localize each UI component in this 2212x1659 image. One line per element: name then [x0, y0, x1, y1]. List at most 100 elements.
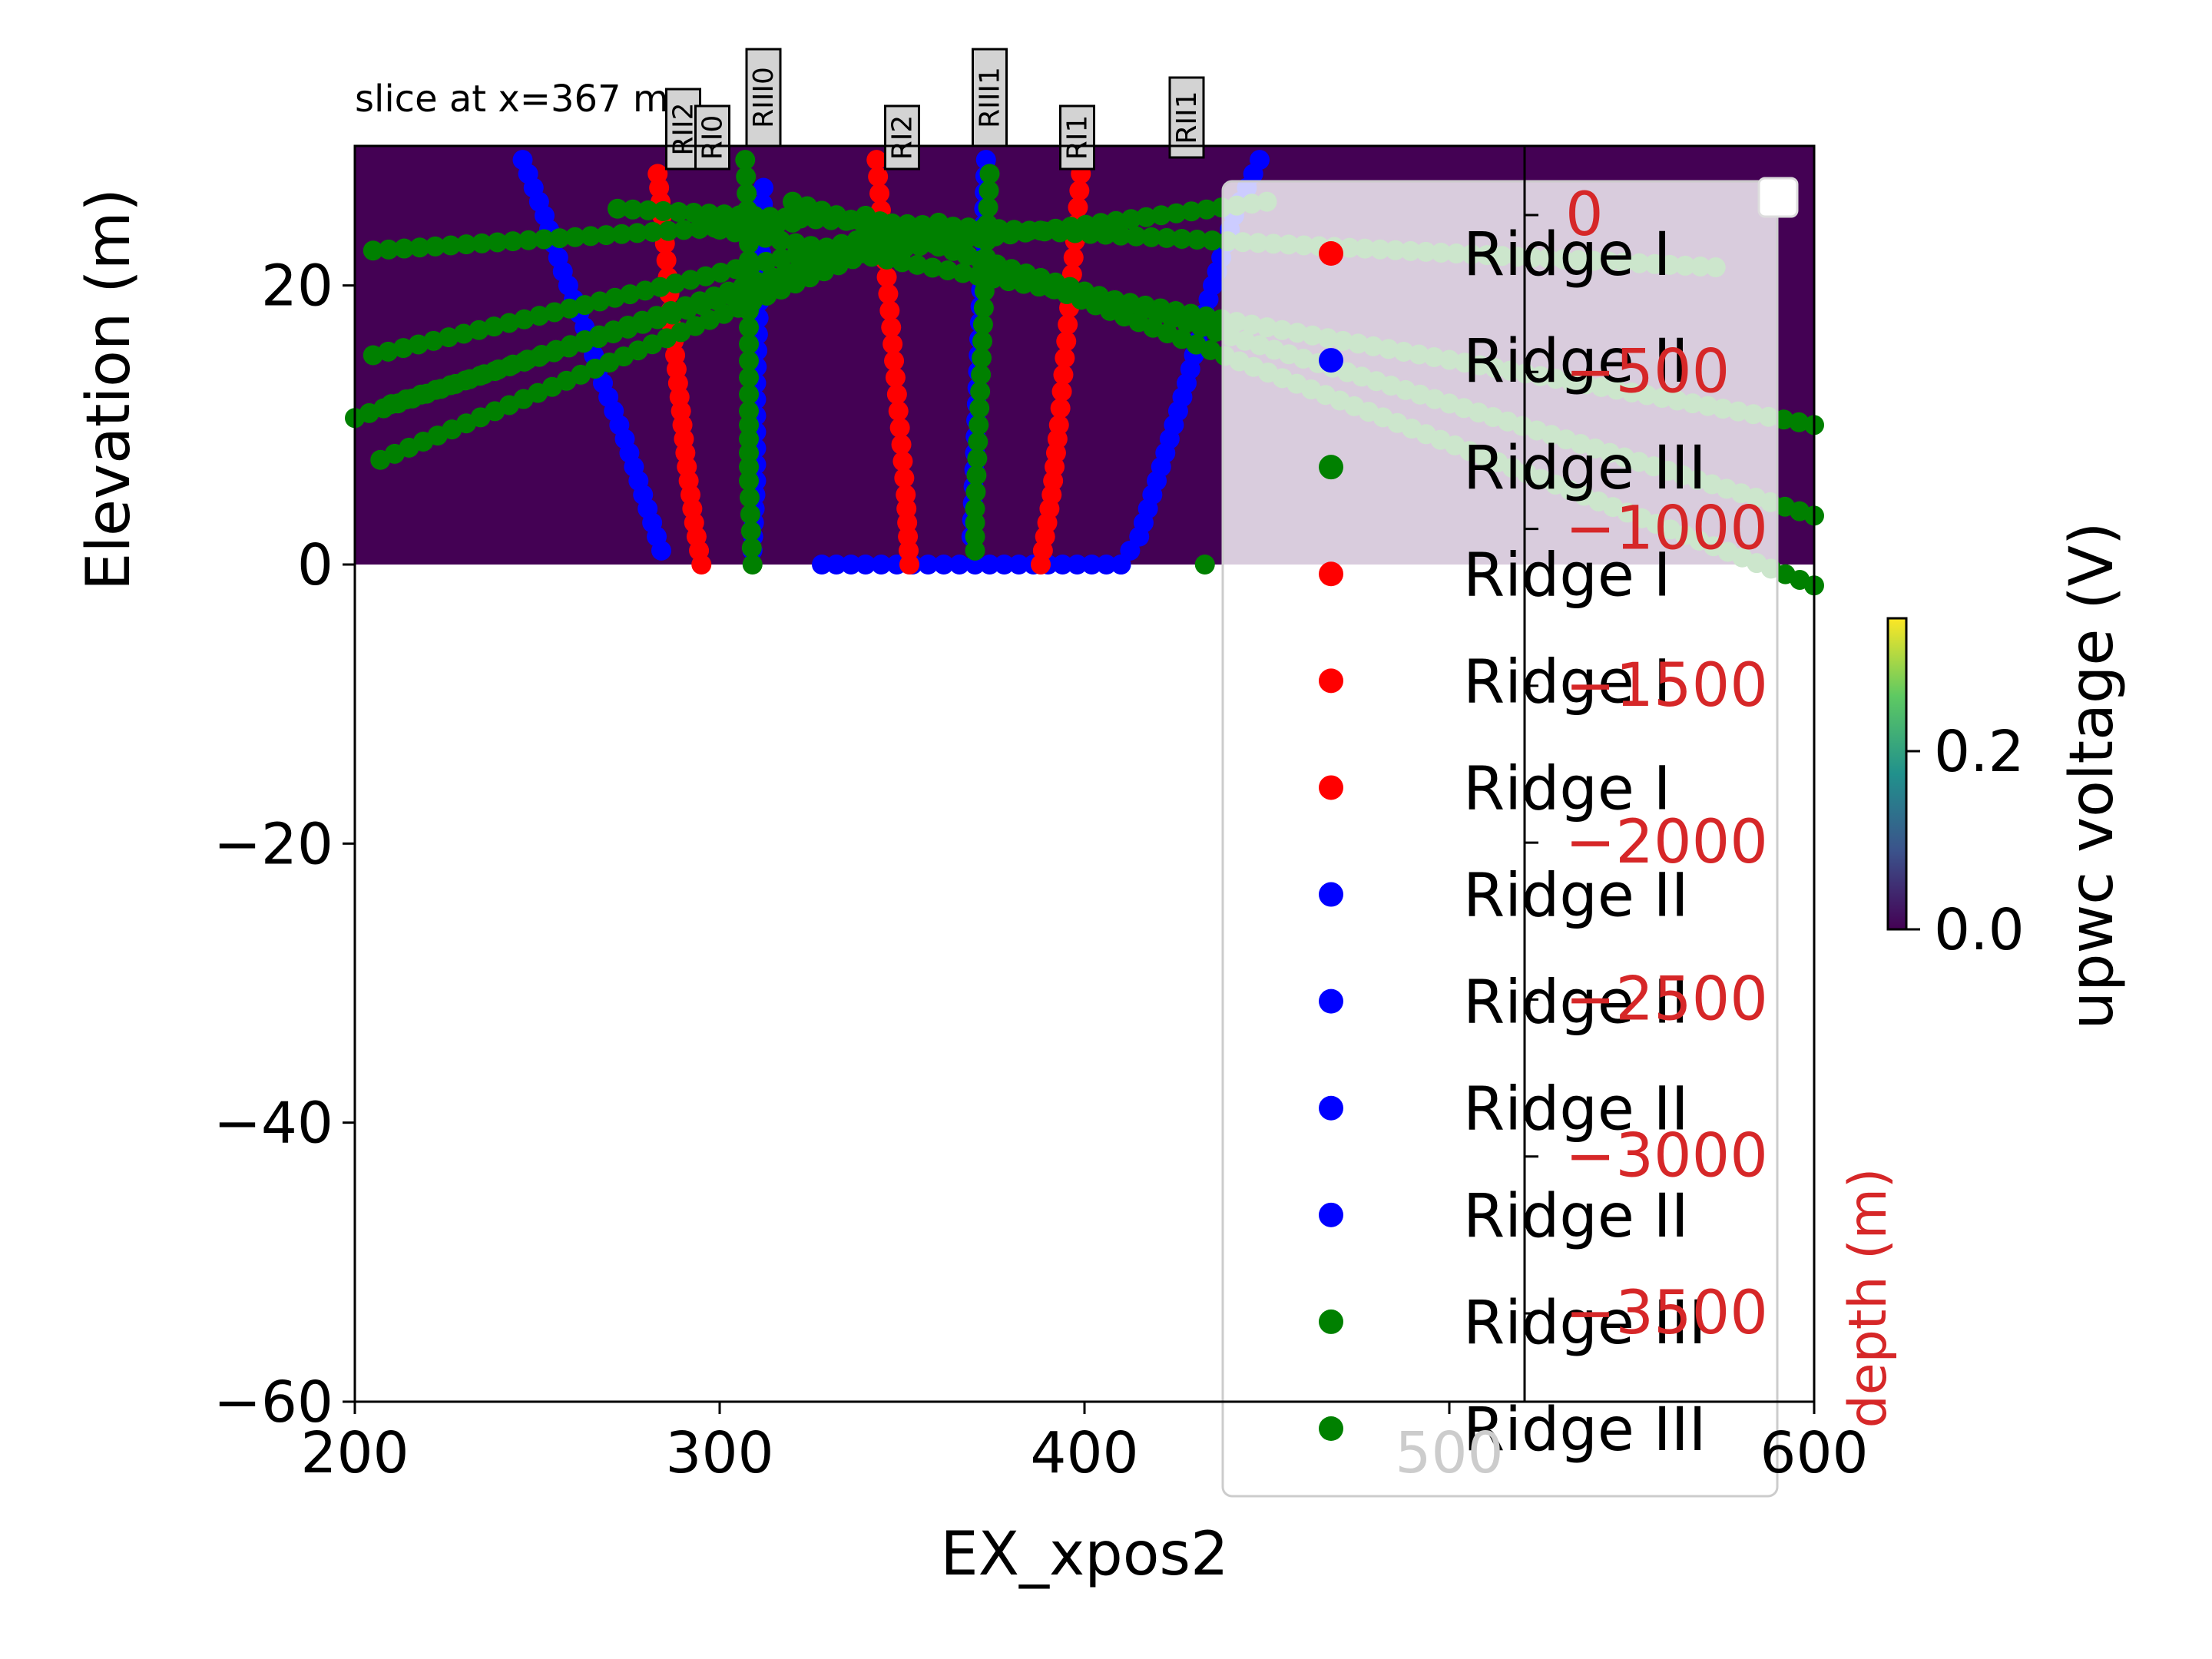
- well-label-text: RI1: [1062, 115, 1094, 161]
- legend-marker: [1319, 882, 1343, 907]
- depth-tick-label: −2500: [1565, 965, 1768, 1034]
- data-point: [1121, 209, 1141, 230]
- data-point: [1773, 409, 1794, 430]
- depth-tick-label: −2000: [1565, 808, 1768, 877]
- data-point: [739, 442, 759, 463]
- data-point: [1060, 217, 1081, 237]
- data-point: [1081, 555, 1102, 575]
- colorbar-tick-label: 0.0: [1934, 897, 2025, 963]
- well-label-text: RII1: [1171, 91, 1203, 144]
- data-point: [739, 456, 759, 477]
- well-label-text: RI0: [697, 115, 729, 161]
- well-label: RI1: [1059, 104, 1095, 171]
- data-point: [884, 350, 905, 371]
- data-point: [979, 555, 1000, 575]
- data-point: [918, 555, 939, 575]
- data-point: [565, 227, 585, 247]
- y-tick-label: 20: [261, 253, 333, 320]
- legend-label: Ridge III: [1463, 434, 1707, 503]
- data-point: [1181, 201, 1202, 222]
- series-0: [512, 150, 671, 561]
- data-point: [1068, 197, 1088, 217]
- data-point: [739, 487, 760, 508]
- data-point: [1166, 203, 1187, 224]
- data-point: [642, 222, 663, 243]
- x-axis-label: EX_xpos2: [940, 1520, 1228, 1589]
- data-point: [892, 451, 913, 472]
- data-point: [1171, 228, 1192, 249]
- data-point: [544, 302, 565, 323]
- data-point: [739, 367, 759, 388]
- data-point: [656, 250, 677, 270]
- data-point: [378, 239, 399, 260]
- data-point: [498, 313, 519, 333]
- data-point: [1069, 180, 1090, 201]
- data-point: [973, 297, 994, 318]
- y-axis: 20 0 −20 −40 −60: [214, 253, 355, 1435]
- data-point: [408, 334, 429, 355]
- data-point: [695, 266, 716, 286]
- data-point: [968, 432, 988, 452]
- data-point: [753, 177, 773, 198]
- data-point: [1030, 220, 1051, 241]
- data-point: [972, 348, 992, 369]
- data-point: [739, 317, 759, 338]
- data-point: [741, 538, 762, 558]
- data-point: [886, 384, 907, 405]
- data-point: [423, 330, 444, 351]
- data-point: [770, 230, 791, 251]
- data-point: [739, 415, 759, 435]
- series-10: [1194, 555, 1215, 575]
- data-point: [756, 252, 777, 273]
- data-point: [740, 504, 760, 525]
- data-point: [1050, 398, 1071, 419]
- data-point: [1056, 331, 1077, 352]
- data-point: [965, 526, 985, 547]
- data-point: [819, 247, 839, 268]
- colorbar-tick-label: 0.2: [1934, 719, 2025, 785]
- data-point: [596, 225, 617, 246]
- data-point: [1063, 247, 1084, 268]
- y-axis-label: Elevation (m): [75, 188, 144, 591]
- data-point: [885, 367, 906, 388]
- data-point: [965, 498, 985, 519]
- legend-marker: [1319, 988, 1343, 1014]
- colorbar: 0.2 0.0 upwc voltage (V): [1886, 522, 2127, 1029]
- data-point: [439, 327, 459, 348]
- data-point: [979, 180, 999, 201]
- depth-tick-label: −1000: [1565, 495, 1768, 564]
- data-point: [971, 364, 992, 385]
- data-point: [1051, 381, 1072, 402]
- well-label: RI2: [884, 104, 920, 171]
- chart-title: slice at x=367 m: [355, 78, 669, 121]
- data-point: [1053, 364, 1074, 385]
- legend-marker: [1319, 1202, 1343, 1227]
- data-point: [1096, 555, 1117, 575]
- data-point: [604, 287, 625, 308]
- well-label-text: RIII0: [748, 67, 780, 128]
- x-axis: 200 300 400 500 600: [300, 1402, 1869, 1486]
- data-point: [691, 555, 712, 575]
- data-point: [894, 237, 915, 258]
- series-20: [819, 191, 1277, 268]
- data-point: [665, 273, 686, 294]
- depth-tick-label: −500: [1565, 337, 1730, 406]
- data-point: [1075, 214, 1096, 235]
- data-point: [979, 164, 1000, 184]
- legend-label: Ridge II: [1463, 969, 1689, 1038]
- data-point: [1052, 555, 1073, 575]
- data-point: [866, 150, 887, 171]
- data-point: [970, 381, 991, 402]
- data-point: [736, 166, 757, 187]
- data-point: [972, 314, 993, 335]
- data-point: [534, 229, 555, 250]
- depth-tick-label: −3500: [1565, 1279, 1768, 1348]
- data-point: [1126, 226, 1147, 247]
- legend-marker: [1319, 1095, 1343, 1121]
- data-point: [1091, 213, 1111, 233]
- data-point: [965, 540, 985, 561]
- data-point: [529, 306, 550, 326]
- data-point: [514, 309, 535, 329]
- data-point: [907, 254, 928, 275]
